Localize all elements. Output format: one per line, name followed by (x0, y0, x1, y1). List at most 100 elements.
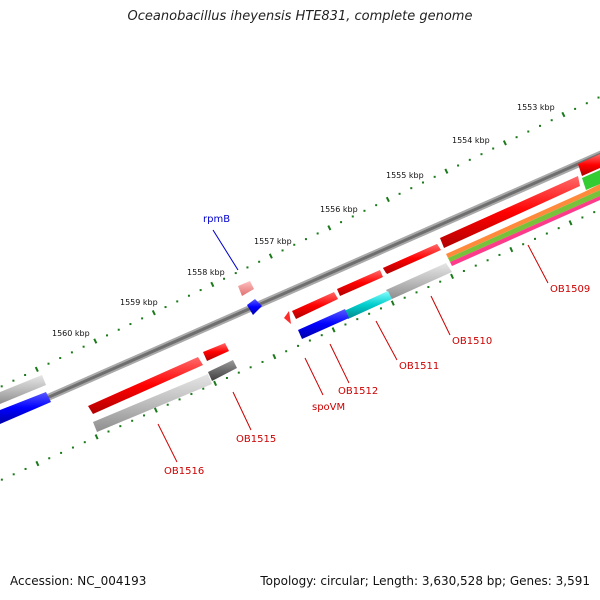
gene-label-OB1511[interactable]: OB1511 (399, 361, 439, 372)
ruler-dot (164, 306, 167, 309)
gene-label-OB1515[interactable]: OB1515 (236, 434, 276, 445)
ruler-dot (12, 379, 15, 382)
ruler-tick (93, 338, 98, 344)
ruler-dot (557, 227, 560, 230)
ruler-dot (581, 216, 584, 219)
ruler-dot (492, 147, 495, 150)
gene-label-OB1512[interactable]: OB1512 (338, 386, 378, 397)
ruler-dot (574, 107, 577, 110)
gene-spoVM-glyph[interactable] (284, 311, 291, 324)
ruler-tick (210, 281, 215, 288)
ruler-dot (141, 317, 144, 320)
ruler-dot (585, 102, 588, 105)
ruler-dot (285, 350, 288, 353)
ruler-label: 1553 kbp (517, 103, 555, 112)
ruler-dot (70, 351, 73, 354)
label-leaders (157, 229, 549, 463)
ruler-dot (199, 289, 202, 292)
ruler-dot (427, 286, 430, 289)
left-edge-features[interactable] (0, 375, 51, 424)
gene-label-OB1510[interactable]: OB1510 (452, 336, 492, 347)
ruler-tick (561, 111, 566, 118)
coordinate-ruler: 1553 kbp 1554 kbp 1555 kbp 1556 kbp 1557 kbp… (0, 96, 600, 388)
ruler-dot (304, 238, 307, 241)
gene-OB1511-glyph[interactable] (337, 270, 392, 319)
ruler-label: 1559 kbp (120, 298, 158, 307)
ruler-tick (213, 380, 218, 387)
gene-OB1512-glyph[interactable] (292, 292, 349, 339)
gene-OB1516-glyph[interactable] (88, 357, 212, 432)
feature-track[interactable] (0, 154, 600, 432)
gene-label-OB1516[interactable]: OB1516 (164, 466, 204, 477)
ruler-dot (178, 398, 181, 401)
ruler-dot (368, 312, 371, 315)
ruler-dot (593, 211, 596, 214)
ruler-dot (316, 232, 319, 235)
gene-OB1509-glyph[interactable] (440, 154, 600, 266)
ruler-tick (385, 196, 390, 203)
ruler-dot (398, 192, 401, 195)
ruler-dot (117, 328, 120, 331)
ruler-dot (293, 243, 296, 246)
ruler-tick (444, 168, 449, 174)
ruler-dot (439, 280, 442, 283)
ruler-dot (82, 345, 85, 348)
gene-rpmB-glyph[interactable] (238, 281, 262, 315)
gene-OB1510-glyph[interactable] (383, 244, 452, 299)
ruler-dot (119, 425, 122, 428)
ruler-dot (234, 272, 237, 275)
ruler-dot (320, 334, 323, 337)
ruler-dot (538, 124, 541, 127)
gene-labels: rpmB OB1509 OB1510 OB1511 OB1512 spoVM O… (164, 214, 590, 477)
ruler-dot (468, 158, 471, 161)
ruler-tick (502, 140, 507, 146)
gene-label-spoVM[interactable]: spoVM (312, 402, 345, 413)
ruler-dot (533, 237, 536, 240)
ruler-label: 1558 kbp (187, 268, 225, 277)
ruler-dot (421, 181, 424, 184)
ruler-tick (35, 460, 40, 467)
ruler-label: 1560 kbp (52, 329, 90, 338)
ruler-dot (527, 130, 530, 133)
ruler-tick (268, 253, 273, 259)
ruler-dot (223, 277, 226, 280)
ruler-dot (281, 249, 284, 252)
ruler-tick (331, 327, 336, 333)
ruler-dot (0, 385, 3, 388)
ruler-tick (450, 273, 455, 280)
ruler-dot (363, 209, 366, 212)
ruler-dot (462, 269, 465, 272)
ruler-label: 1554 kbp (452, 136, 490, 145)
ruler-dot (258, 260, 261, 263)
ruler-dot (60, 451, 63, 454)
ruler-dot (83, 441, 86, 444)
ruler-dot (0, 478, 3, 481)
ruler-dot (24, 467, 27, 470)
ruler-dot (202, 387, 205, 390)
ruler-label: 1556 kbp (320, 205, 358, 214)
gene-label-OB1509[interactable]: OB1509 (550, 284, 590, 295)
gene-OB1515-glyph[interactable] (203, 343, 237, 381)
ruler-dot (71, 446, 74, 449)
ruler-dot (246, 266, 249, 269)
ruler-dot (166, 403, 169, 406)
ruler-label: 1557 kbp (254, 237, 292, 246)
ruler-label: 1555 kbp (386, 171, 424, 180)
ruler-dot (474, 264, 477, 267)
ruler-dot (379, 307, 382, 310)
ruler-tick (272, 353, 277, 360)
ruler-tick (153, 407, 158, 413)
ruler-dot (375, 204, 378, 207)
genome-summary: Topology: circular; Length: 3,630,528 bp… (260, 574, 590, 588)
ruler-dot (187, 294, 190, 297)
ruler-dot (190, 393, 193, 396)
ruler-dot (486, 259, 489, 262)
ruler-dot (297, 344, 300, 347)
gene-label-rpmB[interactable]: rpmB (203, 214, 230, 225)
ruler-dot (261, 360, 264, 363)
lower-ruler (0, 211, 596, 481)
ruler-dot (351, 215, 354, 218)
ruler-dot (356, 318, 359, 321)
ruler-dot (106, 334, 109, 337)
